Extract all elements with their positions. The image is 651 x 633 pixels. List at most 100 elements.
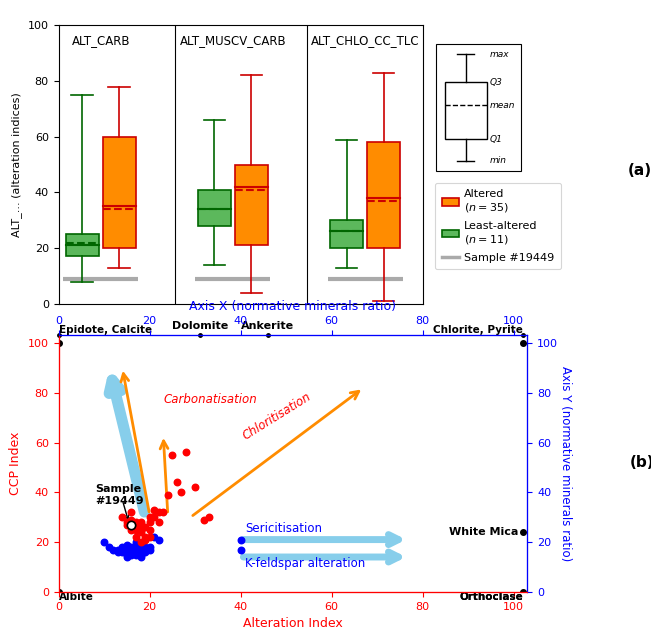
Point <box>154 507 164 517</box>
Text: K-feldspar alteration: K-feldspar alteration <box>245 557 365 570</box>
Text: Q1: Q1 <box>490 135 503 144</box>
Point <box>131 544 141 555</box>
Point <box>140 532 150 542</box>
Text: min: min <box>490 156 506 165</box>
FancyBboxPatch shape <box>103 137 135 248</box>
Y-axis label: Axis Y (normative minerals ratio): Axis Y (normative minerals ratio) <box>559 366 572 561</box>
FancyBboxPatch shape <box>367 142 400 248</box>
Text: White Mica: White Mica <box>449 527 518 537</box>
Point <box>131 522 141 532</box>
Point <box>135 517 146 527</box>
Point <box>135 544 146 555</box>
Point <box>145 542 155 552</box>
Text: Orthoclase: Orthoclase <box>459 592 523 602</box>
Point <box>135 547 146 557</box>
X-axis label: Alteration Index: Alteration Index <box>243 617 343 630</box>
Text: ALT_CARB: ALT_CARB <box>72 34 130 47</box>
FancyBboxPatch shape <box>235 165 268 246</box>
Point <box>236 544 246 555</box>
Point <box>122 549 132 560</box>
Point <box>149 505 159 515</box>
Point <box>140 547 150 557</box>
Point <box>126 507 137 517</box>
Point <box>190 482 201 492</box>
Point <box>131 537 141 547</box>
Point <box>236 534 246 544</box>
FancyBboxPatch shape <box>198 190 231 226</box>
Point <box>122 520 132 530</box>
Point <box>131 547 141 557</box>
Point <box>199 515 210 525</box>
Text: Orthoclase: Orthoclase <box>459 592 523 602</box>
Point <box>126 515 137 525</box>
Text: Sample
#19449: Sample #19449 <box>95 484 144 506</box>
Text: max: max <box>490 50 509 59</box>
Point <box>131 549 141 560</box>
Point <box>126 544 137 555</box>
Point <box>204 512 214 522</box>
Point <box>140 522 150 532</box>
Point <box>117 542 128 552</box>
Point <box>145 525 155 535</box>
Text: ALT_CHLO_CC_TLC: ALT_CHLO_CC_TLC <box>311 34 419 47</box>
Point <box>122 544 132 555</box>
Point <box>131 525 141 535</box>
Point <box>131 517 141 527</box>
Point <box>122 539 132 549</box>
Point <box>163 490 173 500</box>
Point <box>172 477 182 487</box>
Text: Ankerite: Ankerite <box>242 320 294 330</box>
Text: (a): (a) <box>628 163 651 179</box>
Point <box>104 542 114 552</box>
Point <box>145 512 155 522</box>
Text: (b): (b) <box>630 454 651 470</box>
Text: Sericitisation: Sericitisation <box>245 522 322 535</box>
Y-axis label: ALT_... (alteration indices): ALT_... (alteration indices) <box>12 92 22 237</box>
Point <box>126 549 137 560</box>
Text: Q3: Q3 <box>490 78 503 87</box>
Point <box>135 537 146 547</box>
Point <box>140 542 150 552</box>
Text: Carbonatisation: Carbonatisation <box>163 392 257 406</box>
Point <box>99 537 109 547</box>
Point <box>135 549 146 560</box>
Point <box>117 512 128 522</box>
Point <box>126 547 137 557</box>
Point <box>154 517 164 527</box>
Point <box>135 552 146 562</box>
Point <box>122 517 132 527</box>
Point <box>113 547 123 557</box>
Point <box>154 534 164 544</box>
Point <box>145 532 155 542</box>
Point <box>149 512 159 522</box>
Text: ALT_MUSCV_CARB: ALT_MUSCV_CARB <box>180 34 286 47</box>
Point <box>122 552 132 562</box>
Point <box>108 544 118 555</box>
Point <box>140 534 150 544</box>
Text: Albite: Albite <box>59 592 94 602</box>
FancyBboxPatch shape <box>445 82 487 139</box>
Point <box>117 547 128 557</box>
Point <box>113 544 123 555</box>
Point <box>126 542 137 552</box>
Point <box>145 517 155 527</box>
Point <box>140 544 150 555</box>
Point <box>126 525 137 535</box>
Text: mean: mean <box>490 101 515 110</box>
Text: Epidote, Calcite: Epidote, Calcite <box>59 325 152 335</box>
Text: Dolomite: Dolomite <box>171 320 228 330</box>
Point <box>135 525 146 535</box>
Point <box>122 547 132 557</box>
FancyBboxPatch shape <box>66 234 99 256</box>
Point <box>181 448 191 458</box>
Point <box>135 542 146 552</box>
Title: Axis X (normative minerals ratio): Axis X (normative minerals ratio) <box>189 301 396 313</box>
Point <box>149 532 159 542</box>
Point <box>135 527 146 537</box>
Point <box>158 507 169 517</box>
FancyBboxPatch shape <box>330 220 363 248</box>
Point <box>135 520 146 530</box>
Text: Chloritisation: Chloritisation <box>241 391 314 443</box>
Y-axis label: CCP Index: CCP Index <box>9 432 22 496</box>
Legend: Altered
$(n = 35)$, Least-altered
$(n = 11)$, Sample #19449: Altered $(n = 35)$, Least-altered $(n = … <box>436 183 561 269</box>
